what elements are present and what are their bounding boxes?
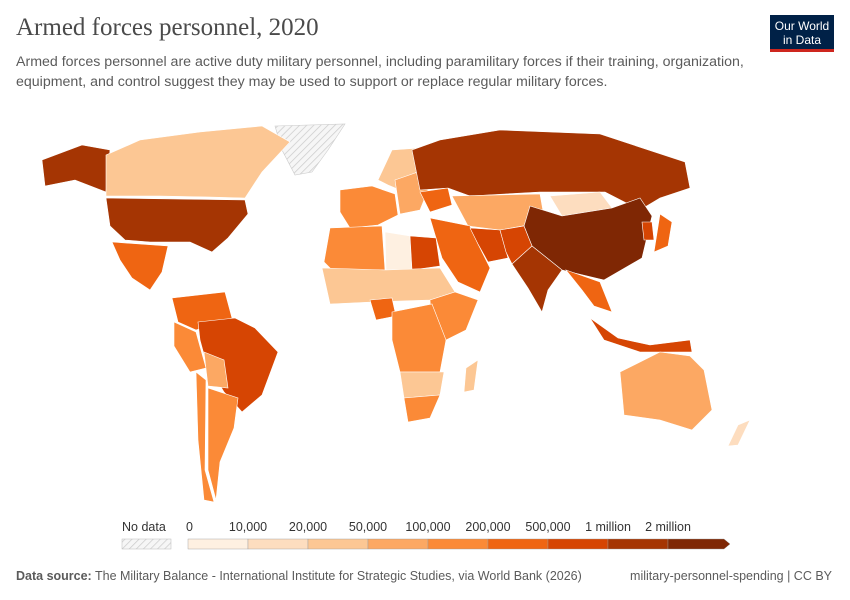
country-bolivia[interactable] (203, 351, 229, 389)
legend-swatch[interactable] (607, 538, 669, 550)
footer-source: Data source: The Military Balance - Inte… (16, 569, 582, 583)
legend-bin-label: 2 million (645, 520, 691, 534)
legend-swatch[interactable] (487, 538, 549, 550)
region-western-europe[interactable] (339, 185, 399, 229)
country-chile[interactable] (195, 371, 215, 503)
source-text[interactable]: The Military Balance - International Ins… (94, 569, 582, 583)
world-map[interactable] (0, 115, 850, 515)
legend-swatch[interactable] (547, 538, 609, 550)
country-indonesia[interactable] (589, 317, 693, 353)
legend-swatch[interactable] (307, 538, 369, 550)
country-brazil[interactable] (197, 317, 279, 413)
legend-swatch[interactable] (427, 538, 489, 550)
country-peru[interactable] (173, 321, 207, 373)
country-australia[interactable] (619, 351, 713, 431)
legend-no-data-label: No data (122, 520, 166, 534)
legend-swatch[interactable] (367, 538, 429, 550)
country-usa[interactable] (105, 197, 249, 253)
region-southeast-asia[interactable] (565, 269, 613, 313)
legend-bin-label: 100,000 (405, 520, 450, 534)
chart-title: Armed forces personnel, 2020 (16, 14, 319, 41)
legend-bin-label: 20,000 (289, 520, 327, 534)
country-canada[interactable] (105, 125, 291, 199)
legend-no-data-swatch (121, 538, 172, 550)
country-south-africa[interactable] (403, 394, 441, 423)
country-india[interactable] (511, 245, 563, 313)
region-southern-africa[interactable] (399, 371, 445, 399)
legend-bin-label: 1 million (585, 520, 631, 534)
country-japan[interactable] (653, 213, 673, 253)
country-mexico[interactable] (111, 241, 169, 291)
country-alaska[interactable] (41, 144, 111, 193)
legend-bin-label: 10,000 (229, 520, 267, 534)
owid-logo[interactable]: Our World in Data (770, 15, 834, 52)
legend: No data 0 10,000 20,000 50,000 100,000 200,00… (121, 520, 731, 550)
country-libya[interactable] (384, 231, 413, 271)
legend-bin-label: 500,000 (525, 520, 570, 534)
footer-slug[interactable]: military-personnel-spending | CC BY (630, 569, 832, 583)
country-korea[interactable] (641, 221, 655, 241)
country-madagascar[interactable] (463, 359, 479, 393)
country-russia[interactable] (411, 129, 691, 211)
legend-bin-label: 0 (186, 520, 193, 534)
country-argentina[interactable] (207, 387, 239, 501)
country-greenland[interactable] (274, 123, 346, 176)
logo-line-2: in Data (782, 33, 822, 47)
country-iran[interactable] (469, 227, 509, 263)
logo-line-1: Our World (774, 19, 830, 33)
legend-bin-label: 200,000 (465, 520, 510, 534)
country-new-zealand[interactable] (727, 419, 751, 447)
legend-swatch[interactable] (187, 538, 249, 550)
legend-swatch[interactable] (667, 538, 731, 550)
legend-swatch[interactable] (247, 538, 309, 550)
country-egypt[interactable] (409, 235, 441, 271)
source-label: Data source: (16, 569, 92, 583)
legend-bin-label: 50,000 (349, 520, 387, 534)
country-ukraine[interactable] (419, 187, 453, 213)
chart-subtitle: Armed forces personnel are active duty m… (16, 54, 744, 90)
